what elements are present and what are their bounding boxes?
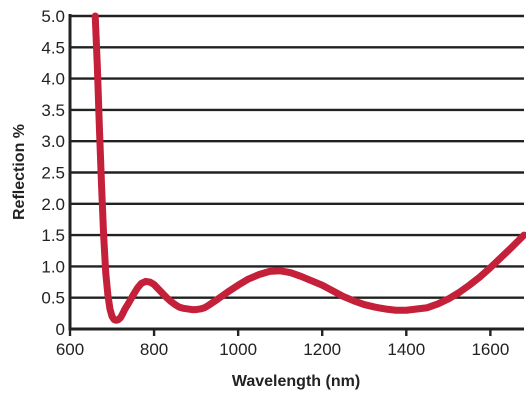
axes — [68, 14, 524, 336]
y-tick-label: 1.0 — [41, 257, 65, 276]
y-tick-label: 2.0 — [41, 195, 65, 214]
y-tick-labels: 0 0.5 1.0 1.5 2.0 2.5 3.0 3.5 4.0 4.5 5.0 — [41, 7, 65, 339]
x-tick-label: 600 — [56, 340, 84, 359]
y-tick-label: 0 — [56, 320, 65, 339]
y-tick-label: 2.5 — [41, 164, 65, 183]
y-tick-label: 3.5 — [41, 101, 65, 120]
y-tick-label: 0.5 — [41, 289, 65, 308]
x-tick-labels: 600 800 1000 1200 1400 1600 — [56, 340, 509, 359]
y-axis-title: Reflection % — [11, 124, 28, 220]
reflection-series-line — [91, 12, 526, 324]
x-tick-label: 800 — [140, 340, 168, 359]
y-tick-label: 4.0 — [41, 70, 65, 89]
x-tick-label: 1000 — [219, 340, 257, 359]
y-tick-label: 1.5 — [41, 226, 65, 245]
grid — [70, 14, 524, 299]
x-tick-label: 1600 — [471, 340, 509, 359]
y-tick-label: 5.0 — [41, 7, 65, 26]
x-tick-label: 1200 — [303, 340, 341, 359]
series-layer — [91, 12, 526, 324]
y-tick-label: 3.0 — [41, 132, 65, 151]
x-axis-title: Wavelength (nm) — [232, 373, 360, 390]
y-tick-label: 4.5 — [41, 38, 65, 57]
x-tick-label: 1400 — [387, 340, 425, 359]
